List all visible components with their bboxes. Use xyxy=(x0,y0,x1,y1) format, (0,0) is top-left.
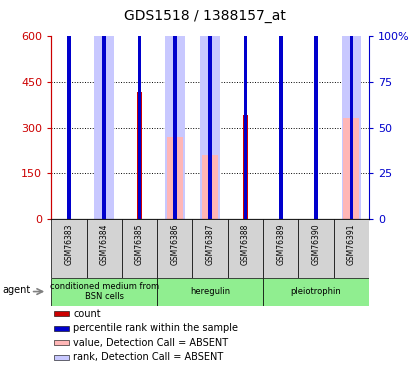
Text: heregulin: heregulin xyxy=(190,287,229,296)
Bar xyxy=(121,219,157,278)
Bar xyxy=(313,137,317,219)
Bar xyxy=(165,0,184,219)
Text: GSM76390: GSM76390 xyxy=(311,224,320,265)
Bar xyxy=(157,278,263,306)
Bar xyxy=(102,158,106,219)
Bar xyxy=(263,219,298,278)
Text: GSM76389: GSM76389 xyxy=(276,224,285,265)
Bar xyxy=(208,0,211,219)
Bar xyxy=(51,219,86,278)
Bar xyxy=(333,219,368,278)
Bar xyxy=(227,219,263,278)
Bar xyxy=(67,158,71,219)
Text: agent: agent xyxy=(2,285,31,295)
Bar xyxy=(263,278,368,306)
Bar xyxy=(54,311,69,316)
Text: percentile rank within the sample: percentile rank within the sample xyxy=(73,323,238,333)
Bar xyxy=(243,115,247,219)
Bar xyxy=(166,137,182,219)
Text: GDS1518 / 1388157_at: GDS1518 / 1388157_at xyxy=(124,9,285,23)
Bar xyxy=(157,219,192,278)
Text: count: count xyxy=(73,309,101,319)
Bar xyxy=(202,155,218,219)
Text: GSM76387: GSM76387 xyxy=(205,224,214,265)
Bar xyxy=(54,340,69,345)
Text: GSM76384: GSM76384 xyxy=(99,224,108,265)
Bar xyxy=(278,78,282,219)
Bar xyxy=(349,0,352,219)
Text: conditioned medium from
BSN cells: conditioned medium from BSN cells xyxy=(49,282,158,301)
Bar xyxy=(54,355,69,360)
Bar xyxy=(94,0,114,219)
Bar xyxy=(243,0,247,219)
Bar xyxy=(278,0,282,219)
Text: GSM76383: GSM76383 xyxy=(64,224,73,265)
Bar xyxy=(67,0,70,219)
Bar xyxy=(137,0,141,219)
Bar xyxy=(86,219,121,278)
Bar xyxy=(341,0,360,219)
Bar xyxy=(137,92,141,219)
Text: value, Detection Call = ABSENT: value, Detection Call = ABSENT xyxy=(73,338,228,348)
Text: pleiotrophin: pleiotrophin xyxy=(290,287,341,296)
Bar xyxy=(343,118,358,219)
Bar xyxy=(192,219,227,278)
Bar xyxy=(54,326,69,331)
Bar xyxy=(173,0,176,219)
Text: GSM76391: GSM76391 xyxy=(346,224,355,265)
Bar xyxy=(298,219,333,278)
Bar xyxy=(314,0,317,219)
Text: GSM76388: GSM76388 xyxy=(240,224,249,265)
Bar xyxy=(102,0,106,219)
Text: rank, Detection Call = ABSENT: rank, Detection Call = ABSENT xyxy=(73,352,223,362)
Text: GSM76385: GSM76385 xyxy=(135,224,144,265)
Text: GSM76386: GSM76386 xyxy=(170,224,179,265)
Bar xyxy=(200,0,219,219)
Bar xyxy=(51,278,157,306)
